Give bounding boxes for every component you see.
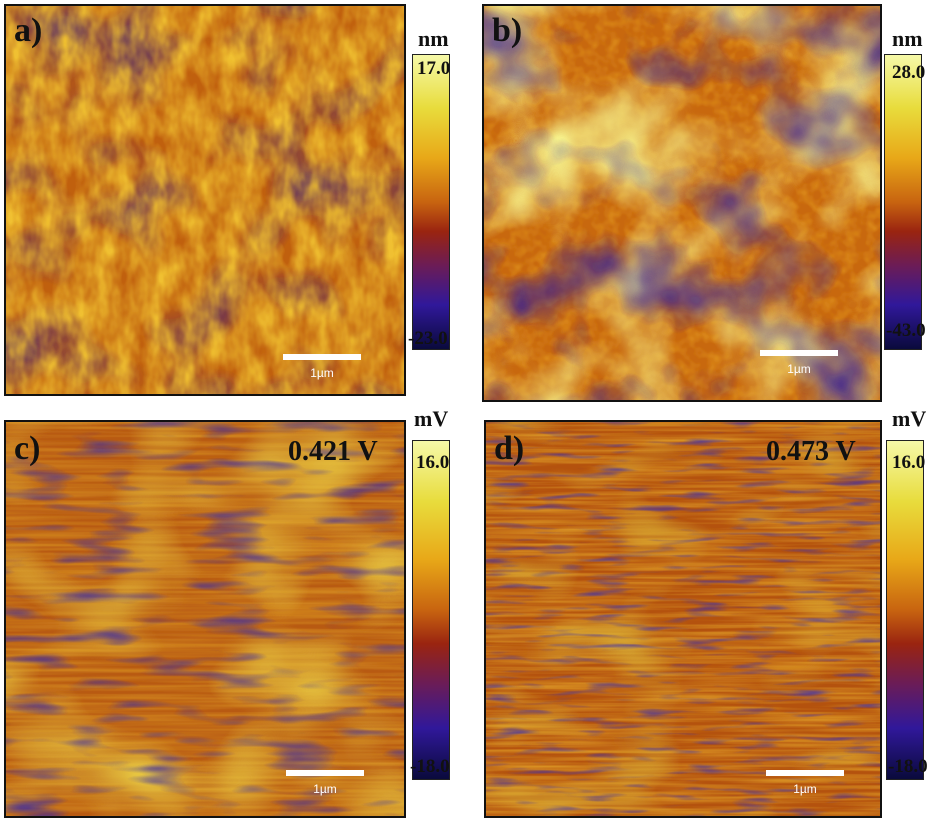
scale-bar-d — [766, 770, 844, 776]
scale-bar-label-d: 1µm — [793, 782, 817, 796]
afm-topography-panel-a — [4, 4, 406, 396]
colorbar-min-c: -18.0 — [410, 756, 450, 777]
colorbar-a — [412, 54, 450, 350]
colorbar-unit-c: mV — [414, 406, 449, 431]
afm-topography-panel-b — [482, 4, 882, 402]
topography-image-a — [6, 6, 404, 394]
potential-image-c — [6, 422, 404, 816]
scale-bar-c — [286, 770, 364, 776]
surface-potential-value-d: 0.473 V — [766, 436, 856, 467]
kpfm-potential-panel-c — [4, 420, 406, 818]
colorbar-max-a: 17.0 — [417, 58, 451, 79]
colorbar-max-b: 28.0 — [892, 62, 926, 83]
colorbar-d — [886, 440, 924, 780]
panel-letter-d: d) — [494, 430, 525, 467]
surface-potential-value-c: 0.421 V — [288, 436, 378, 467]
colorbar-min-b: -43.0 — [886, 320, 926, 341]
scale-bar-b — [760, 350, 838, 356]
potential-image-d — [486, 422, 880, 816]
panel-letter-a: a) — [14, 12, 43, 49]
scale-bar-a — [283, 354, 361, 360]
kpfm-potential-panel-d — [484, 420, 882, 818]
colorbar-min-d: -18.0 — [888, 756, 928, 777]
colorbar-max-d: 16.0 — [892, 452, 926, 473]
scale-bar-label-c: 1µm — [313, 782, 337, 796]
colorbar-c — [412, 440, 450, 780]
colorbar-unit-a: nm — [418, 26, 449, 51]
colorbar-min-a: -23.0 — [408, 328, 448, 349]
colorbar-unit-b: nm — [892, 26, 923, 51]
scale-bar-label-b: 1µm — [787, 362, 811, 376]
scale-bar-label-a: 1µm — [310, 366, 334, 380]
colorbar-max-c: 16.0 — [416, 452, 450, 473]
colorbar-b — [884, 54, 922, 350]
panel-letter-c: c) — [14, 430, 41, 467]
topography-image-b — [484, 6, 880, 400]
panel-letter-b: b) — [492, 12, 523, 49]
colorbar-unit-d: mV — [892, 406, 927, 431]
